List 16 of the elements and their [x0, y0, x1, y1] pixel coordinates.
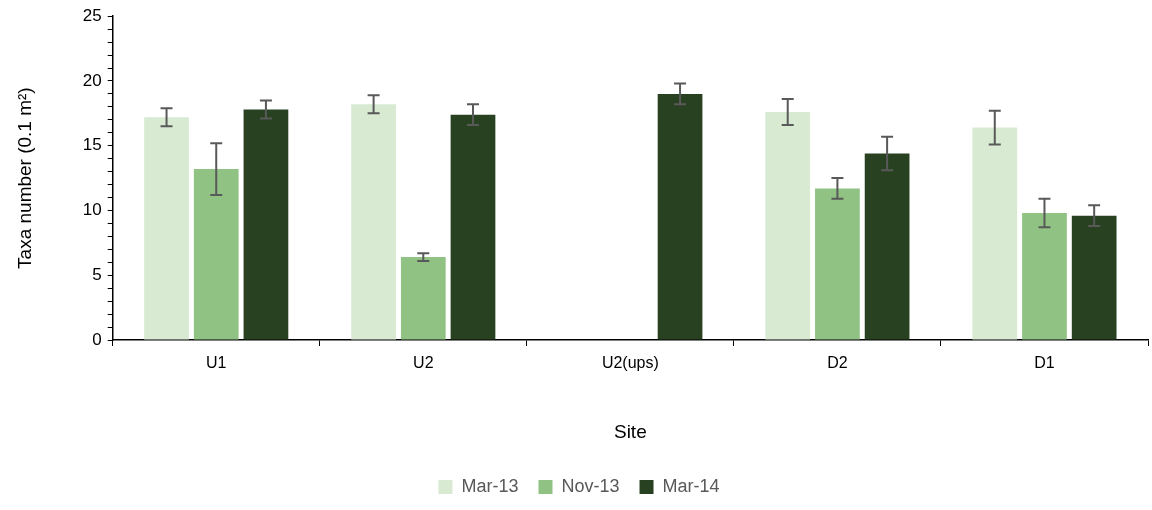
legend-label: Mar-13 [461, 475, 519, 496]
x-tick-label: D1 [1034, 354, 1055, 372]
y-axis-title: Taxa number (0.1 m²) [13, 87, 35, 269]
legend-label: Mar-14 [662, 475, 720, 496]
y-tick-label: 20 [82, 70, 102, 90]
y-tick-label: 0 [92, 329, 102, 349]
x-tick-label: U2 [413, 354, 434, 372]
x-tick-label: U1 [206, 354, 227, 372]
x-tick-label: D2 [827, 354, 848, 372]
x-tick-label: U2(ups) [601, 354, 659, 372]
x-axis-title: Site [613, 420, 647, 442]
y-tick-label: 25 [82, 5, 102, 25]
y-tick-label: 15 [82, 135, 102, 155]
legend-label: Nov-13 [561, 475, 620, 496]
y-tick-label: 5 [92, 264, 102, 284]
y-tick-label: 10 [82, 200, 102, 220]
